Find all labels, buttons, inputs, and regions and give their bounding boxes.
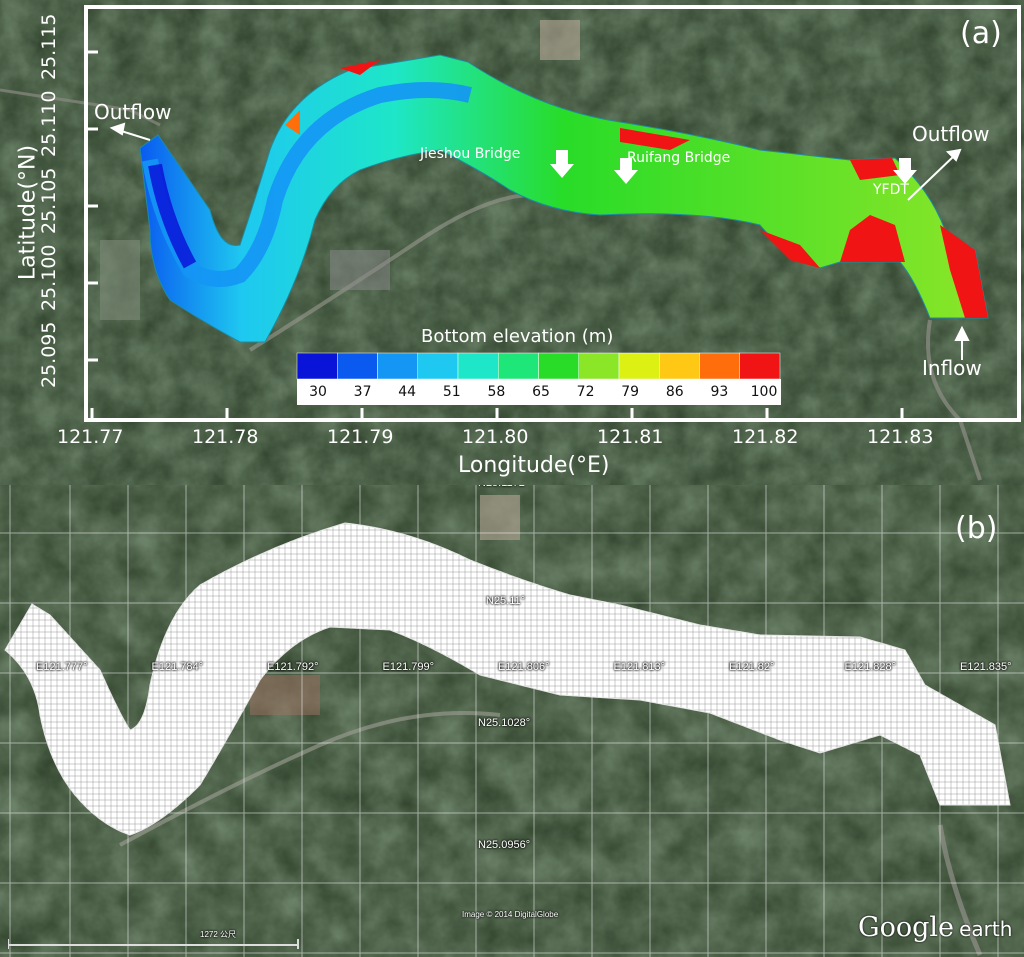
colorbar-label: 44 <box>398 384 417 400</box>
colorbar-cell <box>739 352 781 380</box>
colorbar-cell <box>659 352 700 380</box>
longitude-label: E121.784° <box>151 661 204 673</box>
river-bathymetry <box>139 54 989 343</box>
ruifang-bridge-label: Ruifang Bridge <box>627 150 731 166</box>
outflow-left-label: Outflow <box>94 100 172 124</box>
panel-a-label: (a) <box>960 16 1002 51</box>
longitude-label: E121.82° <box>729 661 775 673</box>
colorbar-title: Bottom elevation (m) <box>421 326 614 347</box>
latitude-label: N25.1172° <box>478 485 529 489</box>
x-tick-label: 121.82 <box>732 426 799 448</box>
scale-bar <box>8 939 299 949</box>
longitude-label: E121.806° <box>498 661 550 673</box>
colorbar-cell <box>296 352 338 380</box>
earth-wordmark: earth <box>959 917 1013 941</box>
colorbar-label: 79 <box>621 384 640 400</box>
x-tick-label: 121.81 <box>597 426 664 448</box>
google-wordmark: Google <box>858 912 954 943</box>
longitude-label: E121.828° <box>844 661 897 673</box>
colorbar-cell <box>337 352 378 380</box>
longitude-label: E121.835° <box>960 661 1012 673</box>
x-axis-title: Longitude(°E) <box>458 453 610 478</box>
x-tick-label: 121.80 <box>462 426 529 448</box>
longitude-label: E121.799° <box>382 661 435 673</box>
longitude-label: E121.777° <box>36 661 88 673</box>
x-tick-label: 121.83 <box>867 426 934 448</box>
jieshou-bridge-arrow <box>550 150 574 178</box>
image-credit: Image © 2014 DigitalGlobe <box>462 910 559 919</box>
colorbar-cell <box>538 352 579 380</box>
colorbar-label: 30 <box>309 384 327 400</box>
colorbar-cell <box>618 352 660 380</box>
plot-frame-a <box>84 5 1021 422</box>
colorbar-cell <box>578 352 620 380</box>
colorbar-background <box>297 379 781 405</box>
colorbar-label: 100 <box>750 384 778 400</box>
computational-mesh <box>4 522 1011 836</box>
ruifang-bridge-arrow <box>614 158 638 184</box>
colorbar-cell <box>377 352 418 380</box>
colorbar-label: 37 <box>353 384 372 400</box>
latitude-label: N25.11° <box>486 595 526 607</box>
colorbar-label: 65 <box>532 384 550 400</box>
colorbar <box>296 352 781 380</box>
yfdt-label: YFDT <box>873 182 909 198</box>
colorbar-cell <box>457 352 499 380</box>
jieshou-bridge-label: Jieshou Bridge <box>420 146 521 162</box>
inflow-label: Inflow <box>922 356 982 380</box>
colorbar-label: 72 <box>576 384 595 400</box>
colorbar-label: 51 <box>442 384 461 400</box>
longitude-label: E121.813° <box>613 661 666 673</box>
colorbar-label: 93 <box>710 384 729 400</box>
flow-arrows <box>109 122 970 360</box>
yfdt-arrow <box>893 158 917 184</box>
panel-b: (b) N25.1172° N25.11° N25.1028° N25.0956° E… <box>0 485 1024 957</box>
longitude-label: E121.792° <box>267 661 319 673</box>
panel-a: 25.115 25.110 25.105 25.100 25.095 121.77 121… <box>0 0 1024 485</box>
x-tick-label: 121.78 <box>192 426 259 448</box>
outflow-right-label: Outflow <box>912 122 990 146</box>
x-tick-label: 121.79 <box>327 426 394 448</box>
colorbar-cell <box>498 352 539 380</box>
latitude-label: N25.0956° <box>478 839 531 851</box>
latitude-label: N25.1028° <box>478 717 531 729</box>
colorbar-label: 86 <box>665 384 684 400</box>
panel-b-label: (b) <box>955 511 998 546</box>
satellite-background-b <box>0 485 1024 957</box>
colorbar-cell <box>699 352 740 380</box>
x-tick-label: 121.77 <box>57 426 124 448</box>
colorbar-label: 58 <box>487 384 506 400</box>
colorbar-cell <box>417 352 459 380</box>
scale-bar-text: 1272 公尺 <box>200 930 237 939</box>
google-earth-logo: Google earth <box>858 912 1012 943</box>
